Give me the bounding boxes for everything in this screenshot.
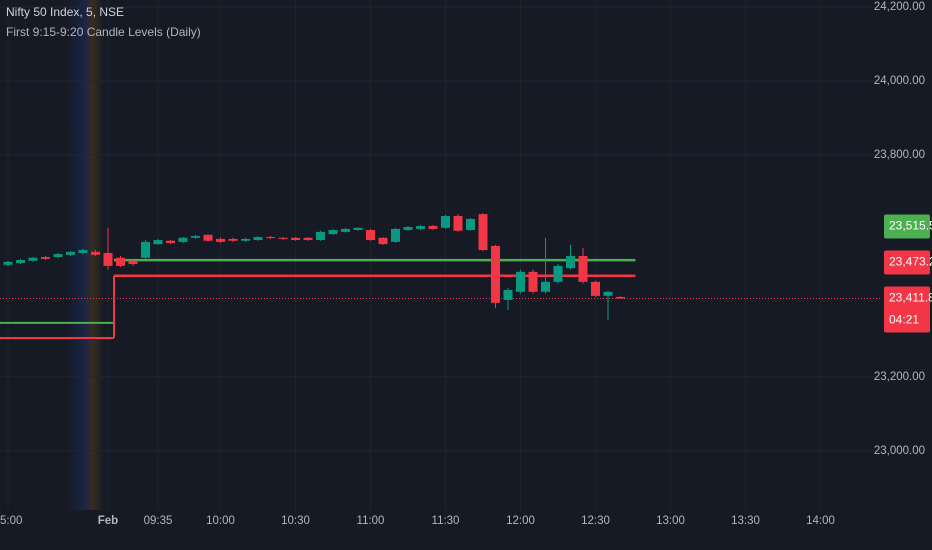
grid [0,6,880,452]
candle-body [453,215,463,231]
candle-body [478,214,488,251]
candle-body [191,235,200,238]
candle-body [291,237,300,241]
candle-body [116,257,125,266]
candle-body [516,271,525,292]
y-tick-label: 24,200.00 [874,1,925,13]
y-tick-label: 23,800.00 [874,149,925,161]
price-label: 23,473.26 [889,255,932,269]
price-label-box [884,286,930,333]
axes: 23,000.00 23,200.00 23,800.00 24,000.00 24,2… [0,1,932,527]
price-label-box [884,214,930,239]
candle-body [428,225,438,229]
candle-body [166,240,175,243]
price-label: 23,411.80 [889,291,932,305]
candle-body [241,238,250,241]
candle-body [66,251,75,255]
candle-body [103,252,113,266]
candle-body [578,255,588,282]
candle-body [28,257,38,261]
candle-body [328,230,338,235]
candle-body [466,218,475,231]
candle-body [178,237,188,242]
candle-body [228,238,238,241]
candle-body [353,227,363,231]
candle-body [491,245,500,303]
candle-body [591,281,600,296]
candle-body [141,241,150,258]
y-tick-label: 24,000.00 [874,75,925,87]
x-tick-label: 10:30 [281,515,310,527]
countdown: 04:21 [889,313,919,327]
candle-body [341,228,350,232]
candle-body [528,271,538,292]
candle-body [253,237,263,241]
candle-body [553,265,563,282]
candle-body [441,215,450,228]
indicator-title: First 9:15-9:20 Candle Levels (Daily) [6,25,201,39]
x-tick-label: 12:30 [581,515,610,527]
candle-body [366,230,375,241]
price-label: 23,515.54 [889,219,932,233]
x-tick-label: 11:30 [432,515,460,527]
candle-body [128,260,138,265]
x-tick-label: 10:00 [206,515,235,527]
candle-body [541,281,550,292]
price-label-box [884,250,930,275]
candle-body [566,255,575,269]
candle-body [616,296,625,299]
x-tick-label: 09:35 [144,515,173,527]
candle-body [391,228,400,242]
x-tick-label: 13:00 [656,515,685,527]
candle-body [266,237,275,239]
overlays [0,258,880,340]
x-tick-label: Feb [98,515,118,527]
candle-body [316,231,325,241]
candle-body [603,291,613,296]
x-tick-label: 14:00 [806,515,835,527]
session-break [68,0,104,510]
candle-body [216,238,225,242]
candle-body [303,237,313,241]
x-tick-label: 15:00 [0,515,22,527]
candle-body [278,237,288,239]
candle-body [78,250,88,253]
candle-body [91,251,100,255]
candle-body [3,261,13,265]
x-tick-label: 13:30 [731,515,760,527]
candle-body [416,225,425,229]
chart-title: Nifty 50 Index, 5, NSE [6,5,124,19]
candle-body [16,259,25,263]
candle-body [41,257,50,259]
candle-body [153,240,163,245]
candle-body [53,254,63,258]
candles [3,213,625,320]
candle-body [203,234,213,241]
x-tick-label: 12:00 [506,515,535,527]
y-tick-label: 23,200.00 [874,371,925,383]
x-tick-label: 11:00 [357,515,385,527]
candle-body [403,227,413,231]
candle-body [378,237,388,245]
y-tick-label: 23,000.00 [874,445,925,457]
candle-body [503,289,513,300]
